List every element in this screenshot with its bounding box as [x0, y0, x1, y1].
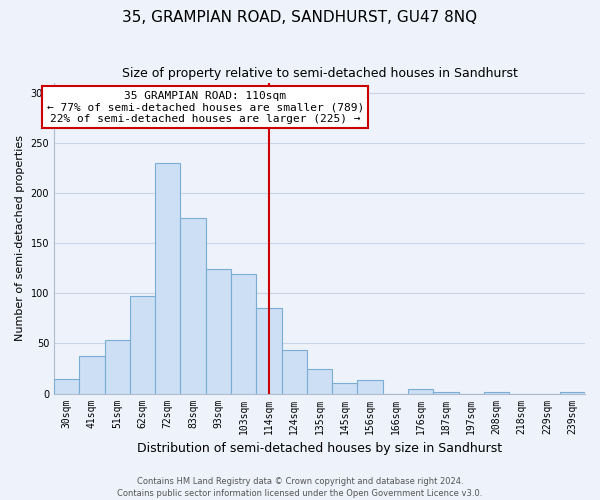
Bar — [332, 382, 358, 394]
Text: 35 GRAMPIAN ROAD: 110sqm
← 77% of semi-detached houses are smaller (789)
22% of : 35 GRAMPIAN ROAD: 110sqm ← 77% of semi-d… — [47, 91, 364, 124]
Bar — [231, 274, 256, 394]
Bar — [256, 308, 281, 394]
Bar — [206, 270, 231, 394]
Text: Contains HM Land Registry data © Crown copyright and database right 2024.
Contai: Contains HM Land Registry data © Crown c… — [118, 476, 482, 498]
Bar — [181, 218, 206, 394]
Bar — [281, 350, 307, 394]
Bar — [560, 392, 585, 394]
Text: 35, GRAMPIAN ROAD, SANDHURST, GU47 8NQ: 35, GRAMPIAN ROAD, SANDHURST, GU47 8NQ — [122, 10, 478, 25]
Bar — [104, 340, 130, 394]
Bar — [408, 388, 433, 394]
Bar — [358, 380, 383, 394]
Bar — [307, 368, 332, 394]
Bar — [54, 378, 79, 394]
Bar — [484, 392, 509, 394]
Bar — [433, 392, 458, 394]
Title: Size of property relative to semi-detached houses in Sandhurst: Size of property relative to semi-detach… — [122, 68, 517, 80]
X-axis label: Distribution of semi-detached houses by size in Sandhurst: Distribution of semi-detached houses by … — [137, 442, 502, 455]
Bar — [155, 163, 181, 394]
Bar — [130, 296, 155, 394]
Y-axis label: Number of semi-detached properties: Number of semi-detached properties — [15, 136, 25, 342]
Bar — [79, 356, 104, 394]
